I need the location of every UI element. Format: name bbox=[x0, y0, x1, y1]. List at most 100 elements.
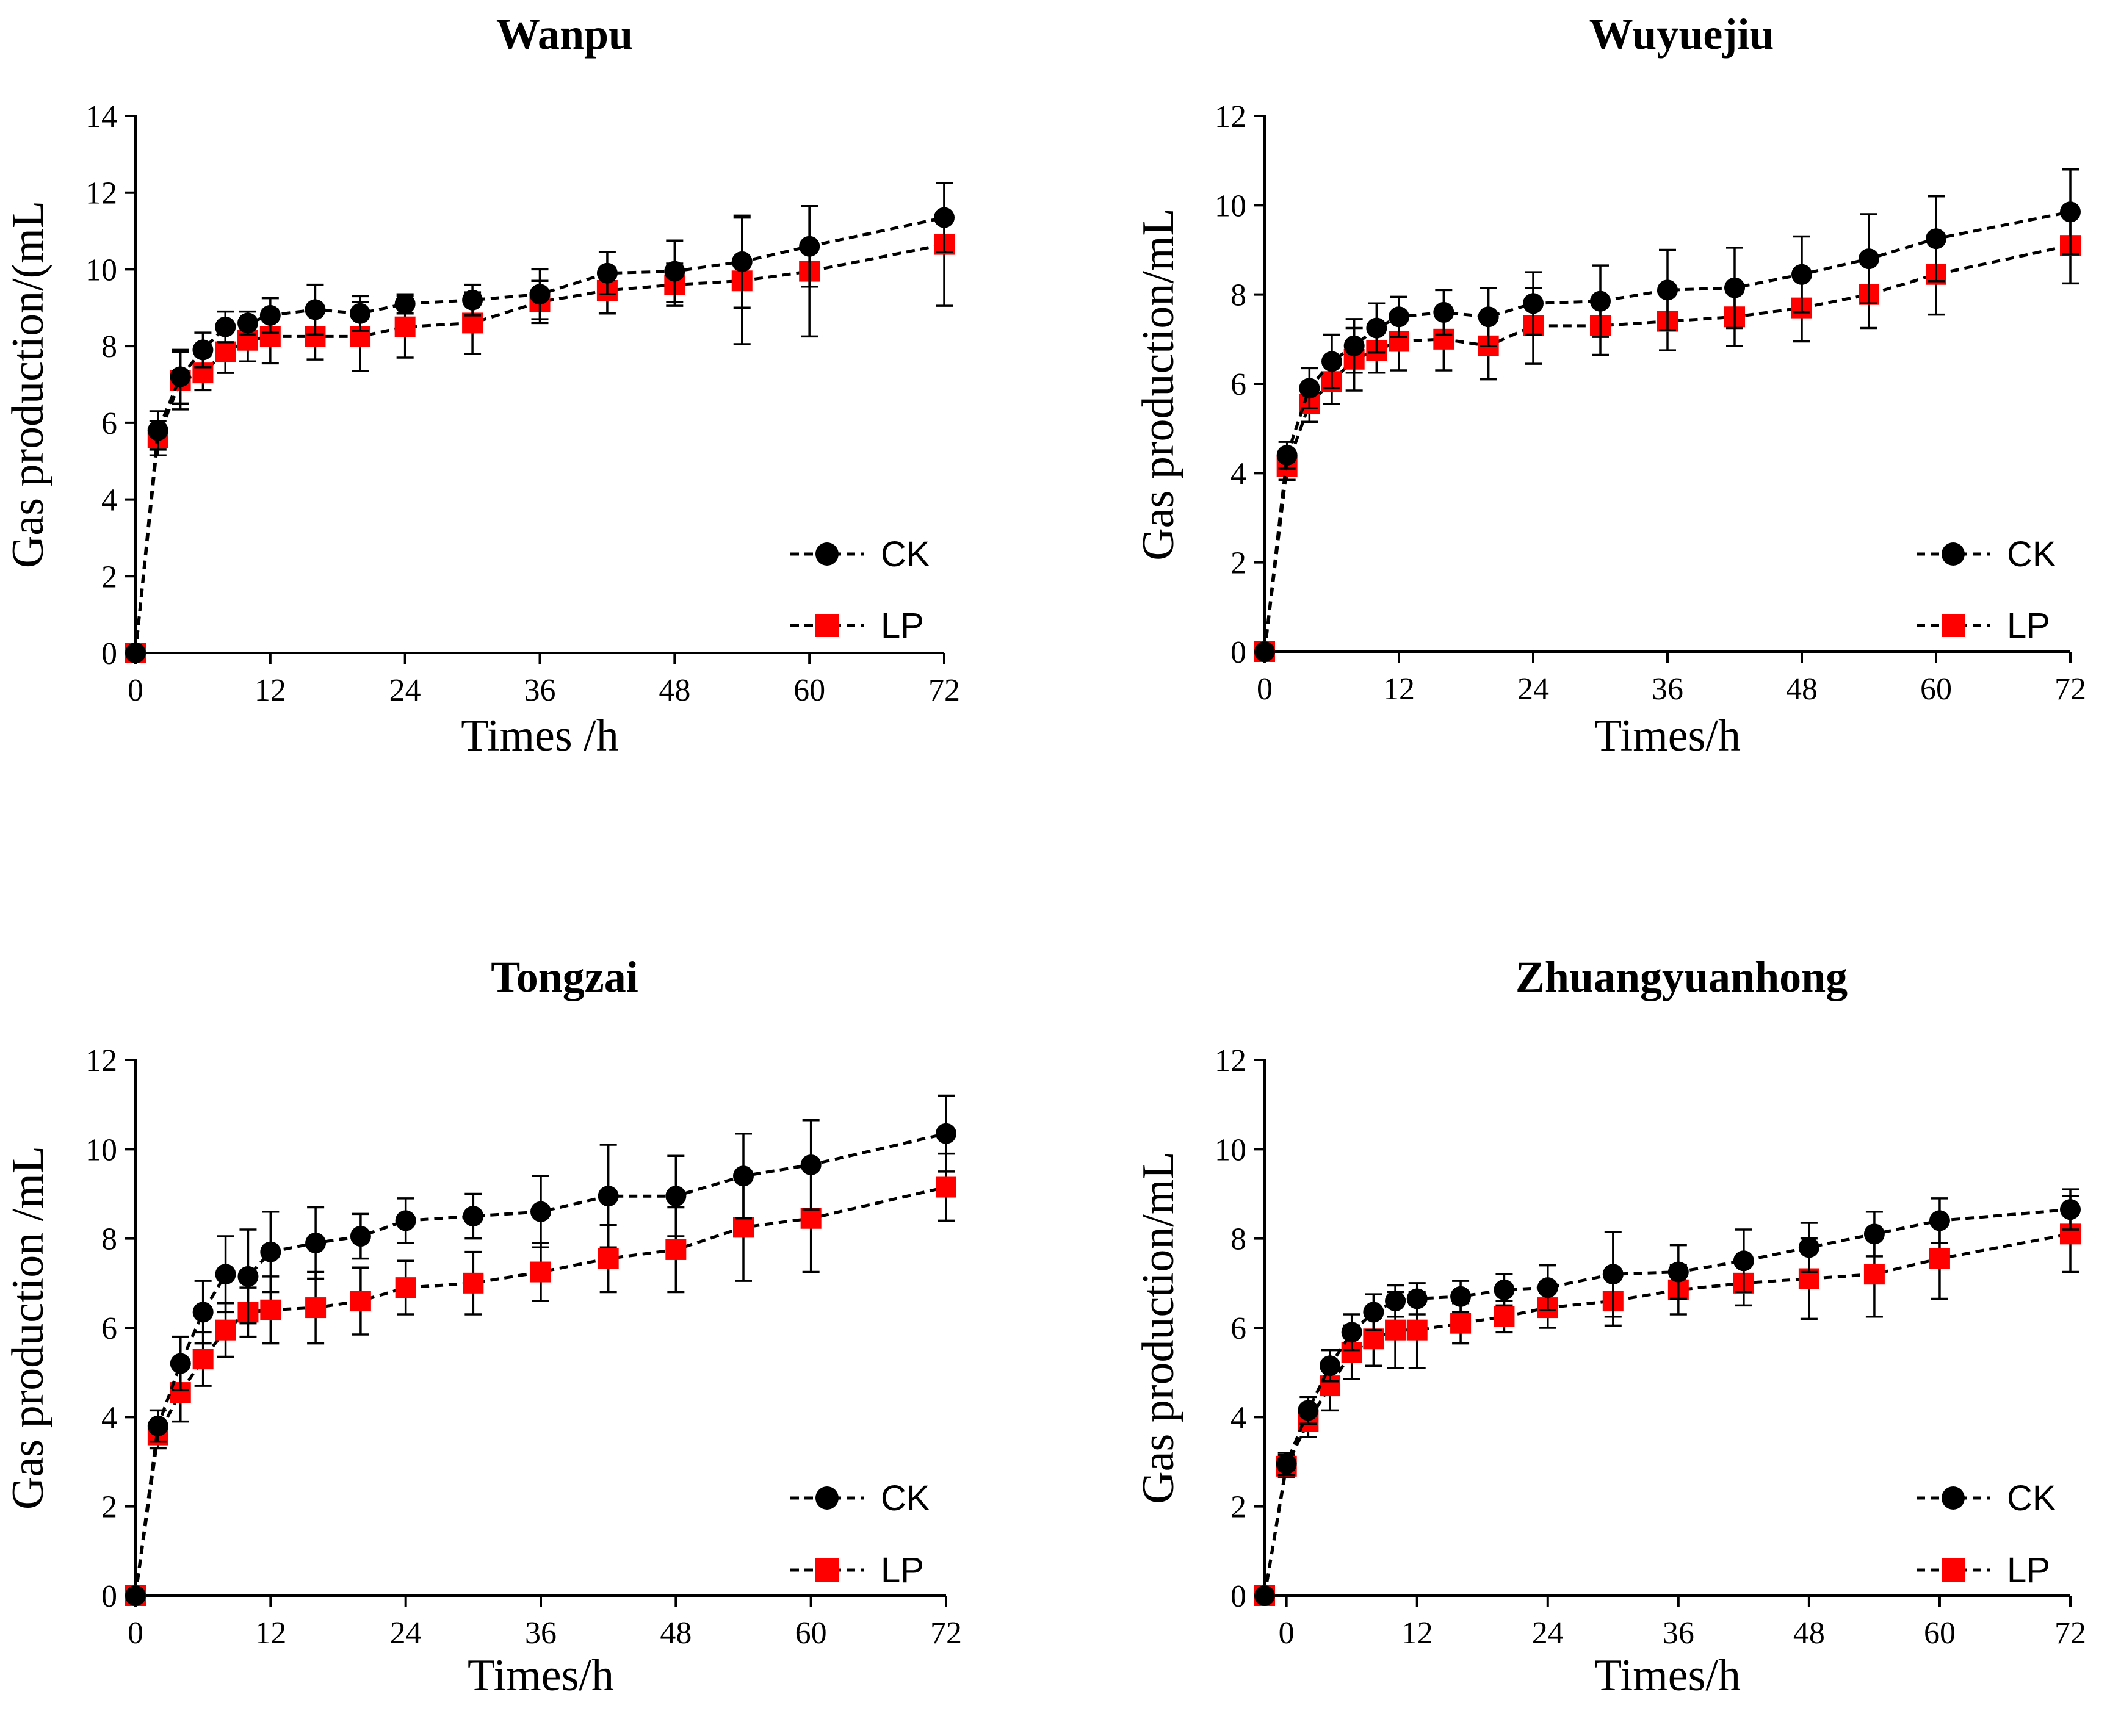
data-point-ck bbox=[529, 284, 551, 305]
series-lp bbox=[125, 182, 955, 663]
legend-label-ck: CK bbox=[881, 535, 930, 574]
data-point-ck bbox=[215, 316, 236, 337]
legend-marker-ck bbox=[815, 1486, 839, 1510]
data-point-lp bbox=[733, 1217, 754, 1238]
data-point-lp bbox=[598, 1248, 619, 1269]
x-tick-label: 72 bbox=[2054, 1616, 2086, 1651]
data-point-ck bbox=[1494, 1279, 1515, 1300]
data-point-lp bbox=[1363, 1328, 1384, 1350]
x-tick-label: 60 bbox=[795, 1616, 827, 1651]
data-point-lp bbox=[192, 1349, 214, 1370]
data-point-ck bbox=[1450, 1286, 1472, 1307]
legend-label-lp: LP bbox=[2007, 1551, 2050, 1590]
x-tick-label: 12 bbox=[1383, 672, 1415, 707]
data-point-ck bbox=[170, 1353, 191, 1374]
y-tick-label: 0 bbox=[1230, 635, 1246, 670]
y-axis-label: Gas production/mL bbox=[1133, 208, 1183, 561]
y-tick-label: 2 bbox=[1230, 546, 1246, 581]
data-point-ck bbox=[215, 1264, 236, 1285]
y-tick-label: 12 bbox=[85, 176, 117, 211]
data-point-ck bbox=[733, 1165, 754, 1187]
data-point-ck bbox=[664, 261, 685, 282]
x-tick-label: 36 bbox=[525, 1616, 557, 1651]
x-tick-label: 48 bbox=[1793, 1616, 1825, 1651]
data-point-ck bbox=[799, 236, 820, 257]
data-point-ck bbox=[462, 289, 483, 311]
data-point-ck bbox=[394, 294, 416, 314]
y-tick-label: 12 bbox=[85, 1043, 117, 1078]
data-point-lp bbox=[305, 1297, 327, 1319]
data-point-ck bbox=[1791, 264, 1812, 285]
data-point-ck bbox=[259, 304, 281, 326]
data-point-ck bbox=[598, 1186, 619, 1207]
data-point-ck bbox=[170, 366, 191, 387]
data-point-ck bbox=[1929, 1210, 1950, 1231]
data-point-ck bbox=[1602, 1264, 1624, 1285]
data-point-ck bbox=[1343, 335, 1365, 356]
data-point-ck bbox=[1798, 1237, 1819, 1258]
x-axis-label: Times/h bbox=[1594, 711, 1741, 761]
data-point-lp bbox=[215, 1319, 236, 1341]
data-point-lp bbox=[463, 1272, 484, 1294]
data-point-ck bbox=[192, 339, 214, 361]
legend-marker-lp bbox=[1942, 614, 1965, 637]
data-point-ck bbox=[147, 1415, 168, 1436]
data-point-ck bbox=[1276, 1453, 1297, 1475]
x-tick-label: 60 bbox=[1920, 672, 1952, 707]
data-point-ck bbox=[1406, 1288, 1428, 1309]
x-tick-label: 0 bbox=[1279, 1616, 1295, 1651]
data-point-lp bbox=[394, 316, 416, 337]
data-point-ck bbox=[1523, 293, 1544, 314]
y-tick-label: 10 bbox=[1215, 1133, 1246, 1167]
legend-marker-ck bbox=[1942, 542, 1965, 566]
x-tick-label: 72 bbox=[2054, 672, 2086, 707]
chart-title: Wuyuejiu bbox=[1589, 10, 1774, 59]
data-point-ck bbox=[1341, 1322, 1362, 1343]
data-point-ck bbox=[125, 1585, 146, 1606]
data-point-ck bbox=[350, 303, 371, 324]
data-point-lp bbox=[1450, 1313, 1472, 1334]
legend-marker-lp bbox=[1942, 1558, 1965, 1582]
series-ck bbox=[125, 182, 955, 663]
x-tick-label: 36 bbox=[524, 673, 556, 708]
y-tick-label: 8 bbox=[1230, 278, 1246, 313]
data-point-lp bbox=[800, 1208, 822, 1229]
data-point-ck bbox=[125, 643, 146, 663]
legend-label-lp: LP bbox=[881, 1551, 924, 1590]
y-tick-label: 10 bbox=[85, 1133, 117, 1167]
series-ck bbox=[1254, 1188, 2081, 1606]
data-point-ck bbox=[192, 1302, 214, 1323]
data-point-ck bbox=[395, 1210, 416, 1231]
legend: CK LP bbox=[1917, 535, 2056, 646]
legend-marker-ck bbox=[1942, 1486, 1965, 1510]
y-tick-label: 12 bbox=[1215, 99, 1246, 134]
series-lp bbox=[1254, 1195, 2081, 1606]
data-point-ck bbox=[305, 299, 326, 320]
data-point-ck bbox=[731, 251, 753, 272]
data-point-ck bbox=[1537, 1277, 1558, 1298]
y-tick-label: 6 bbox=[1230, 367, 1246, 402]
x-tick-label: 48 bbox=[1786, 672, 1818, 707]
data-point-ck bbox=[2060, 201, 2081, 223]
data-point-lp bbox=[530, 1261, 551, 1283]
chart-title: Wanpu bbox=[496, 10, 633, 59]
x-tick-label: 72 bbox=[928, 673, 960, 708]
x-tick-label: 24 bbox=[390, 1616, 422, 1651]
series-ck bbox=[125, 1094, 956, 1606]
y-tick-label: 8 bbox=[1230, 1222, 1246, 1257]
y-tick-label: 14 bbox=[85, 99, 117, 134]
data-point-ck bbox=[1478, 306, 1499, 328]
data-point-ck bbox=[350, 1226, 371, 1247]
legend: CK LP bbox=[790, 535, 930, 646]
chart-title: Tongzai bbox=[491, 953, 638, 1001]
data-point-ck bbox=[1276, 445, 1298, 466]
data-point-ck bbox=[1389, 306, 1409, 328]
data-point-ck bbox=[1366, 317, 1387, 339]
legend-marker-lp bbox=[815, 614, 839, 637]
legend-marker-ck bbox=[815, 542, 839, 566]
data-point-lp bbox=[1406, 1319, 1428, 1341]
legend-label-ck: CK bbox=[881, 1478, 930, 1518]
data-point-lp bbox=[1385, 1319, 1406, 1341]
